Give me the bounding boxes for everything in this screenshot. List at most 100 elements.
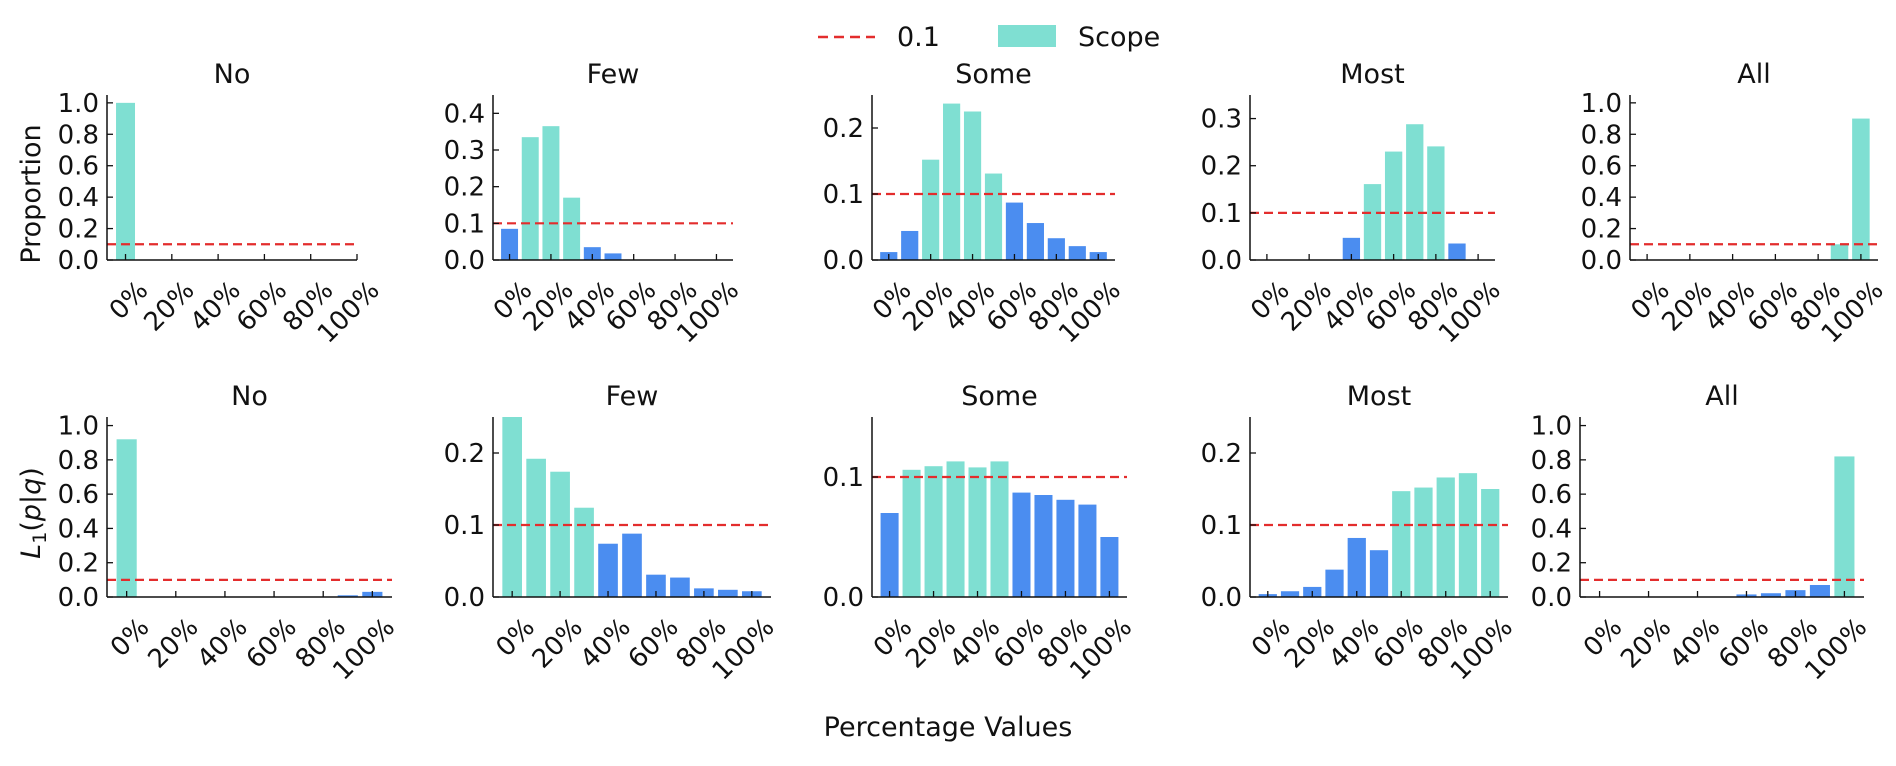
bar-30pct (1325, 569, 1344, 597)
x-tick-label: 40% (192, 613, 254, 675)
bar-80pct (1436, 477, 1455, 597)
x-tick-label: 40% (1664, 613, 1726, 675)
y-tick-label: 0.2 (823, 114, 864, 144)
bar-30pct (574, 507, 594, 597)
y-tick-label: 0.0 (1581, 246, 1622, 276)
bar-70pct (1026, 223, 1044, 260)
y-tick-label: 0.2 (1201, 439, 1242, 469)
bar-0pct (116, 102, 136, 260)
x-tick-label: 20% (1279, 613, 1341, 675)
y-tick-label: 0.6 (58, 152, 99, 182)
y-tick-label: 0.0 (1201, 246, 1242, 276)
bar-40pct (583, 247, 601, 260)
y-tick-label: 0.8 (1581, 120, 1622, 150)
panel-bottom-no: No0.00.20.40.60.81.00%20%40%60%80%100% (58, 381, 401, 686)
y-tick-label: 0.4 (58, 183, 99, 213)
legend-threshold-label: 0.1 (897, 22, 940, 53)
bar-90pct (1078, 504, 1097, 597)
y-tick-label: 0.2 (1201, 152, 1242, 182)
bar-90pct (1458, 473, 1478, 597)
bar-40pct (1347, 537, 1366, 597)
bar-60pct (1392, 491, 1411, 597)
bar-100pct (1481, 489, 1500, 597)
panel-title: Few (587, 59, 640, 90)
y-tick-label: 0.8 (58, 120, 99, 150)
bar-60pct (1012, 492, 1031, 597)
y-tick-label: 0.8 (58, 446, 99, 476)
panel-title: No (231, 381, 268, 412)
y-tick-label: 0.2 (444, 439, 485, 469)
row0-ylabel: Proportion (16, 124, 47, 263)
bar-50pct (1369, 550, 1389, 597)
bar-70pct (1760, 593, 1782, 597)
bar-40pct (1342, 237, 1361, 260)
y-tick-label: 0.1 (444, 209, 485, 239)
bar-90pct (1809, 585, 1830, 597)
panel-title: All (1705, 381, 1738, 412)
y-tick-label: 1.0 (58, 89, 99, 119)
bar-60pct (1384, 151, 1403, 260)
x-tick-label: 20% (138, 276, 200, 338)
bar-90pct (1068, 246, 1086, 260)
row1-ylabel: L1(p|q) (16, 467, 51, 559)
bar-0pct (501, 228, 519, 260)
bar-40pct (963, 111, 982, 260)
bar-90pct (718, 589, 738, 597)
x-tick-label: 60% (1368, 613, 1430, 675)
bar-30pct (943, 103, 961, 260)
panel-top-no: No0.00.20.40.60.81.00%20%40%60%80%100% (58, 59, 386, 349)
y-tick-label: 0.6 (1531, 480, 1572, 510)
legend-scope-swatch (998, 25, 1056, 47)
x-tick-label: 60% (1713, 613, 1775, 675)
y-tick-label: 0.1 (823, 463, 864, 493)
x-tick-label: 20% (527, 613, 589, 675)
panels: No0.00.20.40.60.81.00%20%40%60%80%100% Fe… (58, 59, 1890, 686)
bar-20pct (922, 159, 940, 260)
y-tick-label: 0.1 (1201, 511, 1242, 541)
y-tick-label: 0.0 (444, 583, 485, 613)
y-tick-label: 0.0 (823, 246, 864, 276)
bar-80pct (1056, 499, 1075, 597)
bar-30pct (563, 197, 581, 260)
y-tick-label: 1.0 (1531, 412, 1572, 442)
y-tick-label: 0.2 (1531, 549, 1572, 579)
y-tick-label: 0.4 (1581, 183, 1622, 213)
bar-10pct (902, 469, 921, 597)
y-tick-label: 0.4 (58, 514, 99, 544)
x-tick-label: 40% (1323, 613, 1385, 675)
x-tick-label: 60% (623, 613, 685, 675)
bar-50pct (990, 461, 1009, 597)
bar-20pct (550, 471, 570, 597)
y-tick-label: 0.1 (1201, 199, 1242, 229)
y-tick-label: 0.2 (1581, 215, 1622, 245)
y-tick-label: 0.3 (444, 136, 485, 166)
y-tick-label: 0.0 (823, 583, 864, 613)
bar-70pct (1414, 487, 1433, 597)
bar-50pct (622, 533, 642, 597)
x-axis-label: Percentage Values (824, 712, 1073, 743)
y-tick-label: 0.4 (1531, 514, 1572, 544)
bar-40pct (598, 543, 618, 597)
bar-100pct (1100, 537, 1119, 597)
y-tick-label: 0.1 (823, 180, 864, 210)
bar-80pct (1427, 146, 1445, 260)
y-tick-label: 0.6 (1581, 152, 1622, 182)
bar-100pct (1834, 456, 1855, 597)
bar-90pct (337, 595, 358, 597)
panel-title: Few (606, 381, 659, 412)
bar-0pct (116, 439, 137, 597)
bar-0pct (880, 513, 899, 597)
x-tick-label: 60% (231, 276, 293, 338)
bar-80pct (1047, 238, 1065, 260)
bar-10pct (1280, 591, 1300, 597)
bar-10pct (526, 458, 546, 597)
y-tick-label: 1.0 (58, 412, 99, 442)
y-tick-label: 0.2 (58, 215, 99, 245)
panel-title: No (214, 59, 251, 90)
bar-50pct (984, 173, 1003, 260)
